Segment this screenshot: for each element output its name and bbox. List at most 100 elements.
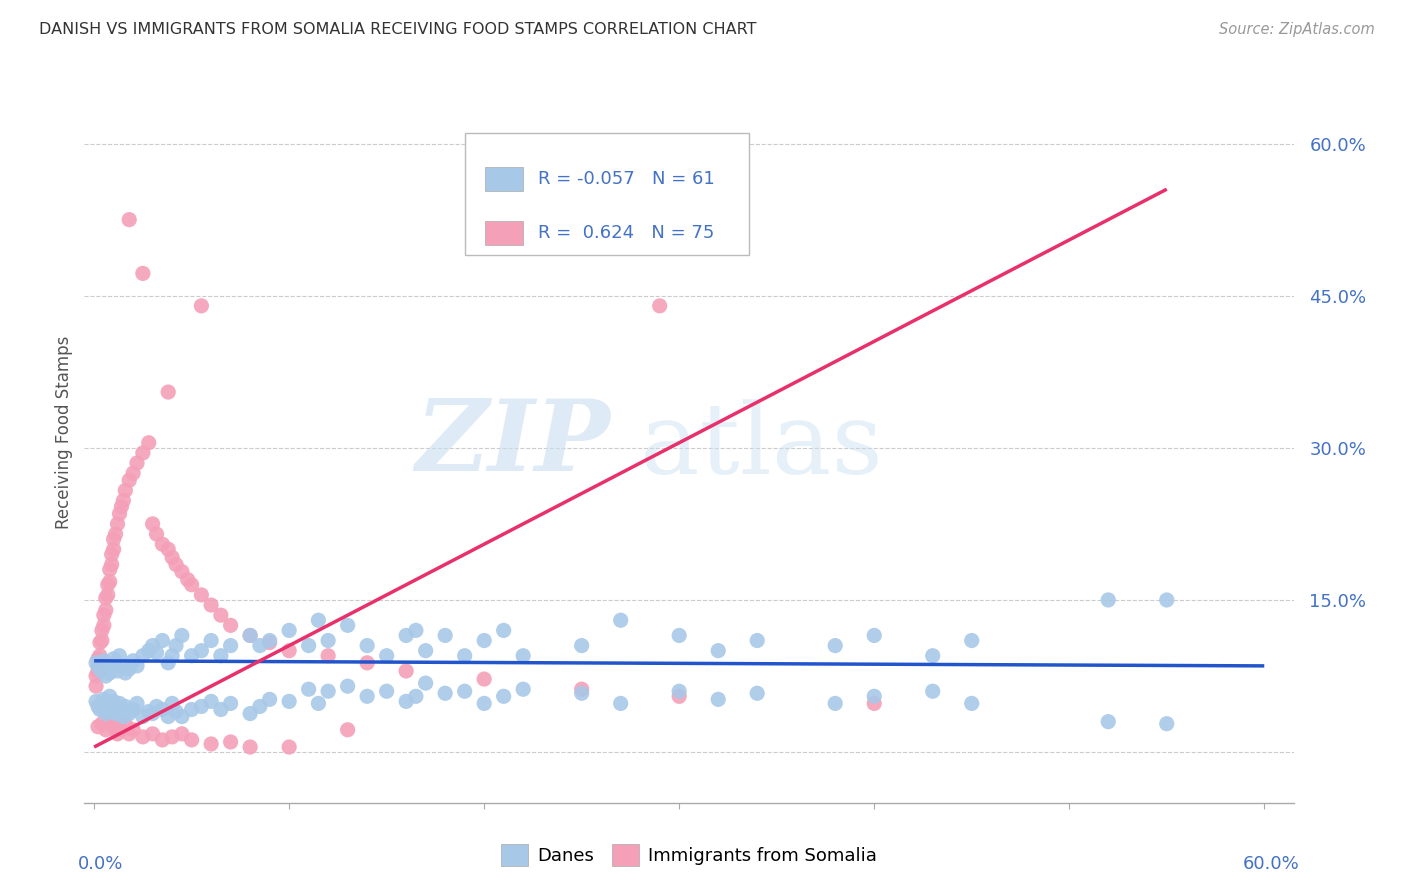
Point xyxy=(356,656,378,670)
Point xyxy=(103,542,125,557)
Point xyxy=(97,659,120,673)
Point xyxy=(87,659,110,673)
Point xyxy=(747,633,769,648)
Text: atlas: atlas xyxy=(640,400,883,495)
Point xyxy=(103,694,125,708)
Point xyxy=(259,633,281,648)
Point xyxy=(824,697,846,711)
Point xyxy=(336,679,359,693)
Point xyxy=(107,727,129,741)
Point xyxy=(94,591,117,605)
Point xyxy=(668,684,690,698)
Text: ZIP: ZIP xyxy=(415,395,610,492)
Point xyxy=(118,706,141,721)
Point xyxy=(668,690,690,704)
Point xyxy=(87,664,110,678)
Point xyxy=(90,697,112,711)
Point xyxy=(98,574,121,589)
Point xyxy=(453,684,475,698)
Point xyxy=(145,699,167,714)
Point xyxy=(107,664,129,678)
Point xyxy=(89,635,111,649)
Point xyxy=(90,664,112,678)
Point xyxy=(249,639,271,653)
Point xyxy=(921,684,943,698)
Point xyxy=(98,690,121,704)
Point xyxy=(132,730,155,744)
Point xyxy=(138,435,160,450)
Point xyxy=(960,633,983,648)
Point xyxy=(190,643,212,657)
Point xyxy=(707,692,730,706)
Text: R = -0.057   N = 61: R = -0.057 N = 61 xyxy=(538,170,714,188)
FancyBboxPatch shape xyxy=(485,168,523,191)
Point xyxy=(259,635,281,649)
Point xyxy=(434,686,457,700)
Point xyxy=(118,212,141,227)
Point xyxy=(180,733,202,747)
Point xyxy=(219,735,242,749)
Point xyxy=(170,628,193,642)
Point xyxy=(298,639,321,653)
Point xyxy=(118,727,141,741)
Point xyxy=(142,727,165,741)
Point xyxy=(90,624,112,638)
Point xyxy=(512,682,534,697)
Point xyxy=(107,516,129,531)
Point xyxy=(122,654,145,668)
Point xyxy=(180,578,202,592)
Point xyxy=(93,654,115,668)
Point xyxy=(118,662,141,676)
Point xyxy=(453,648,475,663)
Point xyxy=(239,628,262,642)
Point xyxy=(160,550,183,565)
Legend: Danes, Immigrants from Somalia: Danes, Immigrants from Somalia xyxy=(495,838,883,871)
Point xyxy=(114,665,136,680)
Point xyxy=(219,697,242,711)
Point xyxy=(336,723,359,737)
Point xyxy=(395,694,418,708)
Point xyxy=(160,697,183,711)
Point xyxy=(104,656,127,670)
Point xyxy=(142,516,165,531)
Point xyxy=(150,633,173,648)
Point xyxy=(98,665,121,680)
Point xyxy=(90,633,112,648)
Point xyxy=(157,385,180,400)
Point xyxy=(190,699,212,714)
Point xyxy=(145,646,167,660)
Point xyxy=(472,672,495,686)
Point xyxy=(89,662,111,676)
Point xyxy=(249,699,271,714)
Point xyxy=(108,697,131,711)
Point xyxy=(84,679,107,693)
Point xyxy=(1156,593,1178,607)
Point xyxy=(94,706,117,721)
Point xyxy=(150,702,173,716)
Point xyxy=(278,739,301,754)
Point xyxy=(93,618,115,632)
Point xyxy=(316,633,339,648)
Point xyxy=(200,694,222,708)
Point xyxy=(609,613,631,627)
Point xyxy=(648,299,671,313)
Point xyxy=(177,573,200,587)
Point xyxy=(219,639,242,653)
Point xyxy=(94,669,117,683)
Point xyxy=(108,507,131,521)
Point xyxy=(921,648,943,663)
Point xyxy=(170,727,193,741)
Point xyxy=(160,648,183,663)
Point xyxy=(165,639,187,653)
Point xyxy=(89,648,111,663)
Point xyxy=(170,709,193,723)
Point xyxy=(356,639,378,653)
Point xyxy=(114,716,136,731)
Point xyxy=(190,588,212,602)
Point xyxy=(307,697,329,711)
Point xyxy=(609,697,631,711)
Point xyxy=(336,618,359,632)
Point xyxy=(180,648,202,663)
Point xyxy=(863,628,886,642)
Point xyxy=(209,648,232,663)
